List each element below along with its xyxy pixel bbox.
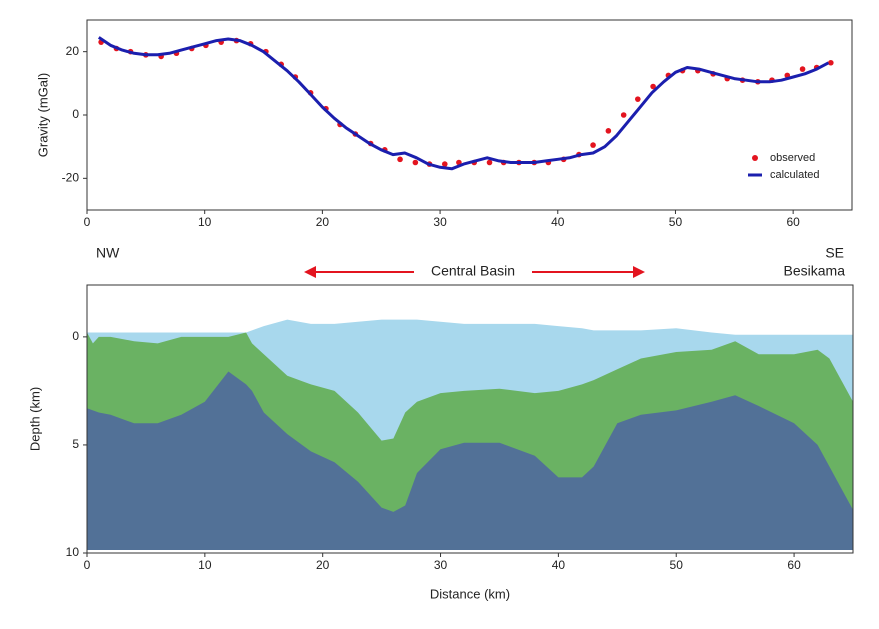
legend-swatch	[752, 155, 758, 161]
plot-area	[97, 36, 834, 171]
marks	[87, 285, 853, 553]
y-axis-label: Gravity (mGal)	[35, 73, 50, 158]
annotation: Besikama	[784, 263, 846, 279]
y-tick-label: 20	[66, 44, 80, 58]
x-tick-label: 20	[316, 215, 330, 229]
plot-frame	[86, 19, 853, 211]
legend-label: observed	[770, 152, 815, 164]
annotation: NW	[96, 245, 120, 261]
y-axis-label: Depth (km)	[27, 387, 42, 451]
observed-point	[799, 66, 806, 72]
observed-point	[650, 83, 656, 90]
x-tick-label: 40	[551, 215, 565, 229]
observed-point	[412, 159, 419, 166]
x-tick-label: 50	[669, 215, 683, 229]
x-tick-label: 40	[552, 558, 566, 572]
legend-label: calculated	[770, 169, 820, 181]
y-tick-label: 0	[72, 107, 79, 121]
observed-point	[590, 142, 596, 148]
calculated-line	[97, 36, 830, 171]
x-tick-label: 30	[433, 215, 447, 229]
annotation: SE	[825, 245, 844, 261]
x-tick-label: 60	[786, 215, 800, 229]
observed-point	[441, 161, 448, 167]
plot-frame	[86, 284, 854, 554]
marks	[97, 36, 834, 171]
y-tick-label: 0	[72, 329, 79, 343]
observed-point	[620, 112, 627, 118]
annotation: Central Basin	[431, 263, 515, 279]
observed-point	[397, 156, 403, 163]
observed-point	[486, 159, 493, 166]
observed-point	[635, 96, 641, 102]
x-axis-label: Distance (km)	[430, 586, 510, 601]
observed-point	[605, 128, 612, 134]
x-tick-label: 10	[198, 215, 212, 229]
x-tick-label: 30	[434, 558, 448, 572]
y-tick-label: -20	[62, 171, 80, 185]
x-tick-label: 10	[198, 558, 212, 572]
observed-point	[828, 59, 834, 66]
y-tick-label: 10	[66, 545, 80, 559]
arrow	[304, 266, 645, 278]
x-tick-label: 0	[84, 558, 91, 572]
x-tick-label: 0	[84, 215, 91, 229]
layer	[87, 371, 853, 550]
y-tick-label: 5	[72, 437, 79, 451]
x-tick-label: 60	[787, 558, 801, 572]
plot-area	[87, 285, 853, 553]
x-tick-label: 20	[316, 558, 330, 572]
x-tick-label: 50	[670, 558, 684, 572]
